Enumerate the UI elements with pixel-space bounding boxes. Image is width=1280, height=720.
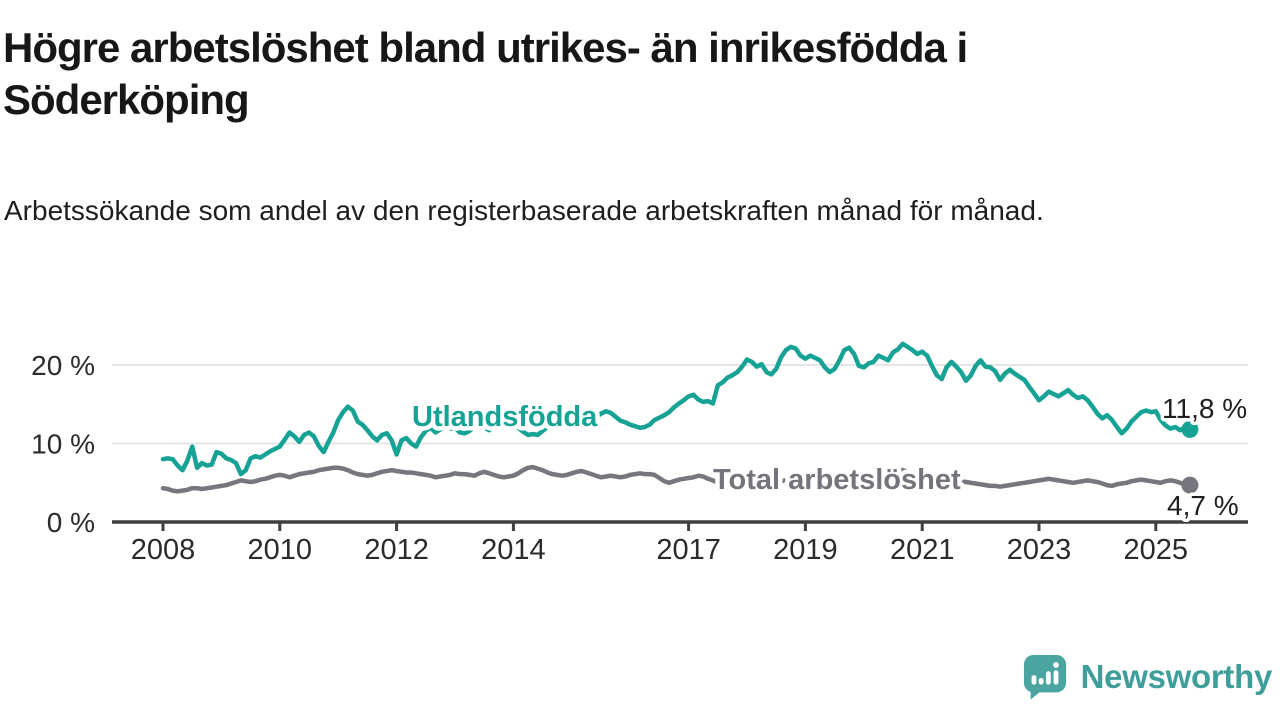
y-axis-tick-label: 10 % bbox=[31, 429, 95, 460]
x-axis-tick-label: 2025 bbox=[1124, 534, 1189, 566]
series-label-total-arbetsloshet: Total arbetslöshet bbox=[713, 464, 961, 496]
series-label-utlandsfodda: Utlandsfödda bbox=[412, 401, 598, 433]
x-axis-tick-label: 2008 bbox=[131, 534, 196, 566]
x-axis-tick-label: 2012 bbox=[364, 534, 429, 566]
newsworthy-logo-text: Newsworthy bbox=[1080, 657, 1273, 695]
x-axis-tick-label: 2021 bbox=[890, 534, 955, 566]
end-value-label-total: 4,7 % bbox=[1167, 490, 1239, 521]
x-axis-tick-label: 2010 bbox=[248, 534, 313, 566]
x-axis-tick-label: 2019 bbox=[773, 534, 838, 566]
y-axis-tick-label: 20 % bbox=[31, 350, 95, 381]
series-end-dot bbox=[1181, 476, 1199, 494]
newsworthy-logo: Newsworthy bbox=[1022, 653, 1272, 700]
series-line bbox=[160, 464, 1193, 494]
series-line bbox=[160, 341, 1193, 477]
chart-subtitle: Arbetssökande som andel av den registerb… bbox=[4, 195, 1044, 226]
chart-series-layer bbox=[160, 341, 1199, 494]
series-end-dot bbox=[1181, 420, 1199, 438]
x-axis-tick-label: 2017 bbox=[656, 534, 721, 566]
end-value-label-utlandsfodda: 11,8 % bbox=[1162, 393, 1247, 424]
chart-title: Högre arbetslöshet bland utrikes- än inr… bbox=[3, 24, 968, 124]
y-axis-tick-label: 0 % bbox=[47, 507, 95, 538]
newsworthy-logo-icon bbox=[1023, 654, 1066, 700]
x-axis-tick-label: 2023 bbox=[1007, 534, 1072, 566]
line-chart: 0 % 10 % 20 % 2008 2010 2012 2014 2017 2019 2021 2… bbox=[31, 341, 1251, 566]
chart-grid-axis-layer: 0 % 10 % 20 % 2008 2010 2012 2014 2017 2019 2021 2… bbox=[31, 350, 1248, 566]
x-axis-tick-label: 2014 bbox=[481, 534, 546, 566]
